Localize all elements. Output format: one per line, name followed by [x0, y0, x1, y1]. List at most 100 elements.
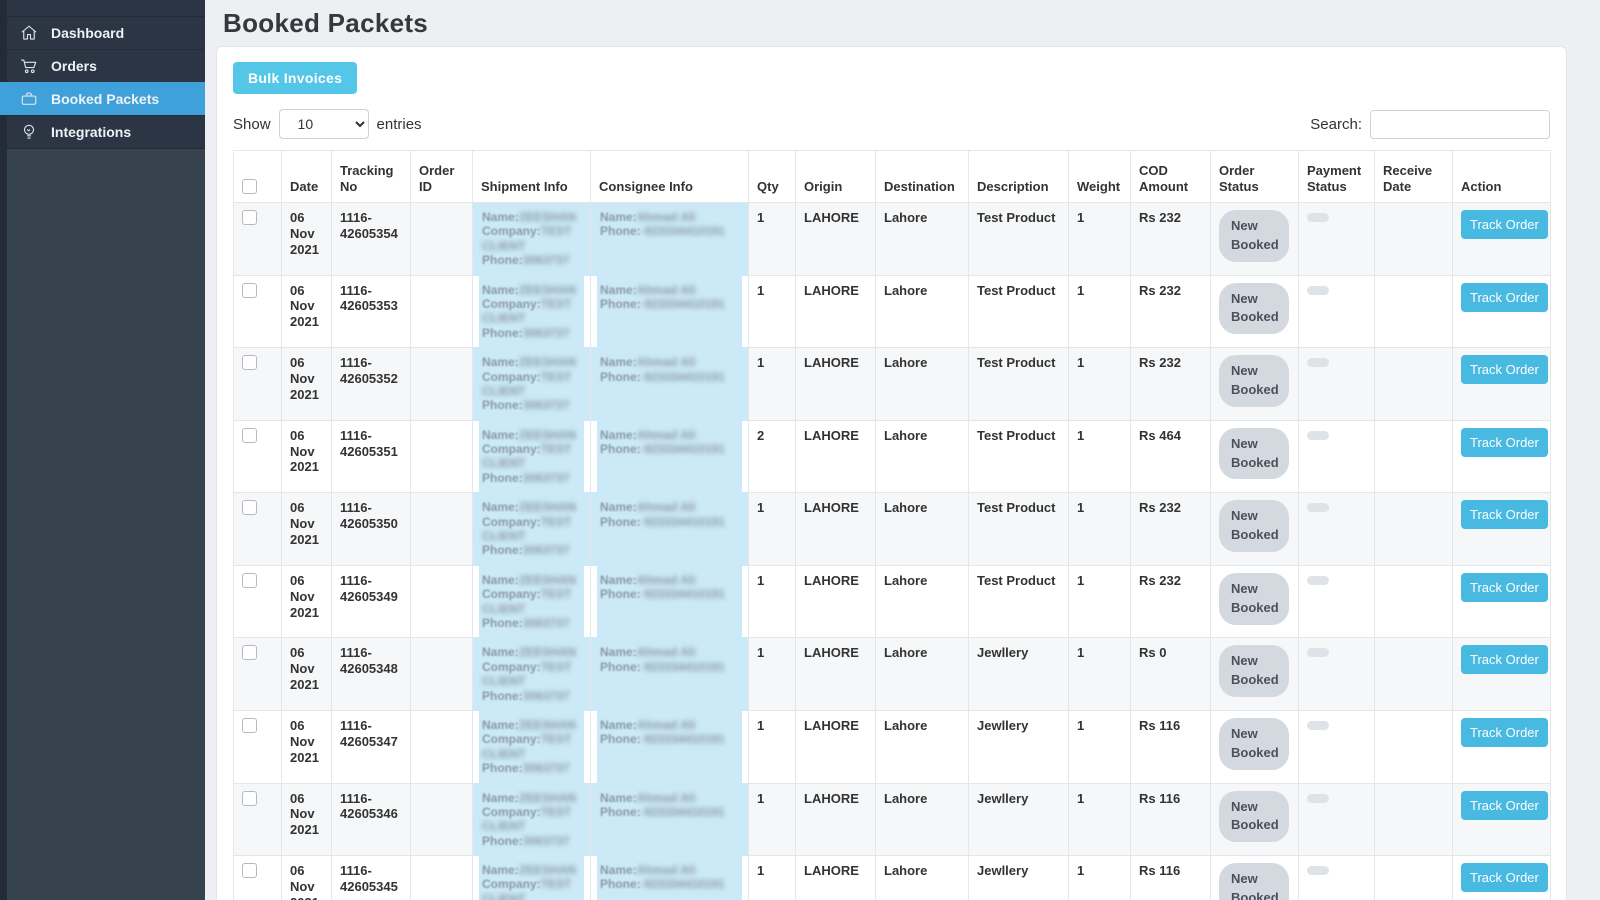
page-size-select[interactable]: 10 — [278, 109, 369, 139]
row-checkbox[interactable] — [242, 863, 257, 879]
consignee-phone-value: -923334410191 — [640, 514, 725, 529]
row-checkbox[interactable] — [242, 717, 257, 733]
cell-action: Track Order — [1452, 202, 1551, 275]
consignee-name-value: Ahmad Ali — [636, 210, 696, 224]
row-checkbox[interactable] — [242, 572, 257, 588]
cell-weight: 1 — [1068, 855, 1130, 900]
consignee-name-label: Name: — [600, 717, 637, 732]
cell-tracking-no: 1116-42605346 — [331, 782, 410, 856]
row-checkbox[interactable] — [242, 355, 257, 371]
cell-cod-amount: Rs 232 — [1130, 274, 1210, 348]
sidebar-menu: Dashboard Orders Booked Packets Integration… — [0, 0, 205, 149]
cell-payment-status — [1298, 274, 1374, 348]
consignee-info-block: Name:Ahmad Ali Phone:-923334410191 — [597, 493, 742, 536]
payment-status-pill — [1307, 720, 1329, 730]
shipment-company-field: Company:TEST CLIENT — [482, 587, 581, 616]
track-order-button[interactable]: Track Order — [1461, 282, 1548, 312]
row-checkbox[interactable] — [242, 500, 257, 516]
row-checkbox[interactable] — [242, 790, 257, 806]
col-header-weight: Weight — [1068, 150, 1130, 202]
cell-qty: 1 — [748, 709, 795, 783]
table-row: 06 Nov 2021 1116-42605349 Name:ZEESHAN Comp… — [233, 564, 1551, 638]
col-header-description: Description — [968, 150, 1068, 202]
consignee-name-value: Ahmad Ali — [636, 427, 696, 442]
cell-select — [233, 782, 281, 856]
cell-cod-amount: Rs 0 — [1130, 637, 1210, 710]
cell-order-id — [410, 564, 472, 638]
cell-description: Test Product — [968, 274, 1068, 348]
cell-consignee-info: Name:Ahmad Ali Phone:-923334410191 — [590, 274, 748, 348]
cell-cod-amount: Rs 116 — [1130, 782, 1210, 856]
consignee-name-field: Name:Ahmad Ali — [600, 718, 739, 732]
order-status-badge: New Booked — [1219, 645, 1289, 698]
cell-payment-status — [1298, 782, 1374, 856]
track-order-button[interactable]: Track Order — [1461, 572, 1548, 602]
cell-origin: LAHORE — [795, 637, 875, 710]
row-checkbox[interactable] — [242, 282, 257, 298]
cell-weight: 1 — [1068, 419, 1130, 493]
show-label: Show — [233, 115, 271, 133]
consignee-phone-label: Phone: — [600, 587, 641, 602]
track-order-button[interactable]: Track Order — [1461, 210, 1548, 239]
shipment-phone-label: Phone: — [482, 470, 523, 485]
consignee-phone-label: Phone: — [600, 514, 641, 529]
cell-payment-status — [1298, 492, 1374, 565]
track-order-button[interactable]: Track Order — [1461, 863, 1548, 893]
cell-date: 06 Nov 2021 — [281, 419, 331, 493]
track-order-button[interactable]: Track Order — [1461, 427, 1548, 457]
track-order-button[interactable]: Track Order — [1461, 790, 1548, 820]
select-all-checkbox[interactable] — [242, 179, 257, 195]
table-header-row: Date Tracking No Order ID Shipment Info Cons… — [233, 150, 1551, 202]
row-checkbox[interactable] — [242, 210, 257, 225]
track-order-button[interactable]: Track Order — [1461, 645, 1548, 675]
cell-qty: 1 — [748, 274, 795, 348]
integrations-label: Integrations — [51, 124, 132, 140]
row-checkbox[interactable] — [242, 427, 257, 443]
shipment-name-value: ZEESHAN — [518, 572, 577, 587]
consignee-info-block: Name:Ahmad Ali Phone:-923334410191 — [597, 203, 742, 246]
dashboard-label: Dashboard — [51, 25, 125, 41]
cell-tracking-no: 1116-42605349 — [331, 564, 410, 638]
shipment-company-value: TEST CLIENT — [482, 732, 572, 761]
track-order-button[interactable]: Track Order — [1461, 717, 1548, 747]
shipment-phone-label: Phone: — [482, 688, 523, 703]
shipment-company-label: Company: — [482, 514, 541, 529]
shipment-company-field: Company:TEST CLIENT — [482, 515, 581, 544]
payment-status-pill — [1307, 793, 1329, 803]
shipment-name-label: Name: — [482, 863, 519, 878]
sidebar-item-integrations[interactable]: Integrations — [7, 115, 205, 148]
cell-origin: LAHORE — [795, 709, 875, 783]
consignee-info-block: Name:Ahmad Ali Phone:-923334410191 — [597, 856, 742, 899]
shipment-company-label: Company: — [482, 659, 541, 674]
track-order-button[interactable]: Track Order — [1461, 355, 1548, 385]
shipment-phone-field: Phone:3063737 — [482, 689, 581, 703]
search-input[interactable] — [1370, 109, 1550, 139]
table-row: 06 Nov 2021 1116-42605353 Name:ZEESHAN Comp… — [233, 274, 1551, 348]
consignee-phone-field: Phone:-923334410191 — [600, 442, 739, 456]
consignee-name-label: Name: — [600, 645, 637, 660]
table-row: 06 Nov 2021 1116-42605348 Name:ZEESHAN Comp… — [233, 637, 1551, 710]
consignee-name-label: Name: — [600, 572, 637, 587]
sidebar-item-orders[interactable]: Orders — [7, 49, 205, 82]
cell-action: Track Order — [1452, 564, 1551, 638]
order-status-badge: New Booked — [1219, 282, 1289, 335]
consignee-phone-label: Phone: — [600, 804, 641, 819]
col-header-consignee-info: Consignee Info — [590, 150, 748, 202]
consignee-phone-field: Phone:-923334410191 — [600, 224, 739, 238]
col-header-receive-date: Receive Date — [1374, 150, 1452, 202]
consignee-name-value: Ahmad Ali — [636, 572, 696, 587]
payment-status-pill — [1307, 503, 1329, 513]
track-order-button[interactable]: Track Order — [1461, 500, 1548, 530]
shipment-phone-label: Phone: — [482, 615, 523, 630]
cell-date: 06 Nov 2021 — [281, 709, 331, 783]
col-header-qty: Qty — [748, 150, 795, 202]
sidebar-item-dashboard[interactable]: Dashboard — [7, 16, 205, 49]
row-checkbox[interactable] — [242, 645, 257, 661]
cell-consignee-info: Name:Ahmad Ali Phone:-923334410191 — [590, 709, 748, 783]
sidebar-item-booked-packets[interactable]: Booked Packets — [0, 82, 205, 115]
bulk-invoices-button[interactable]: Bulk Invoices — [233, 62, 358, 94]
cell-order-id — [410, 709, 472, 783]
